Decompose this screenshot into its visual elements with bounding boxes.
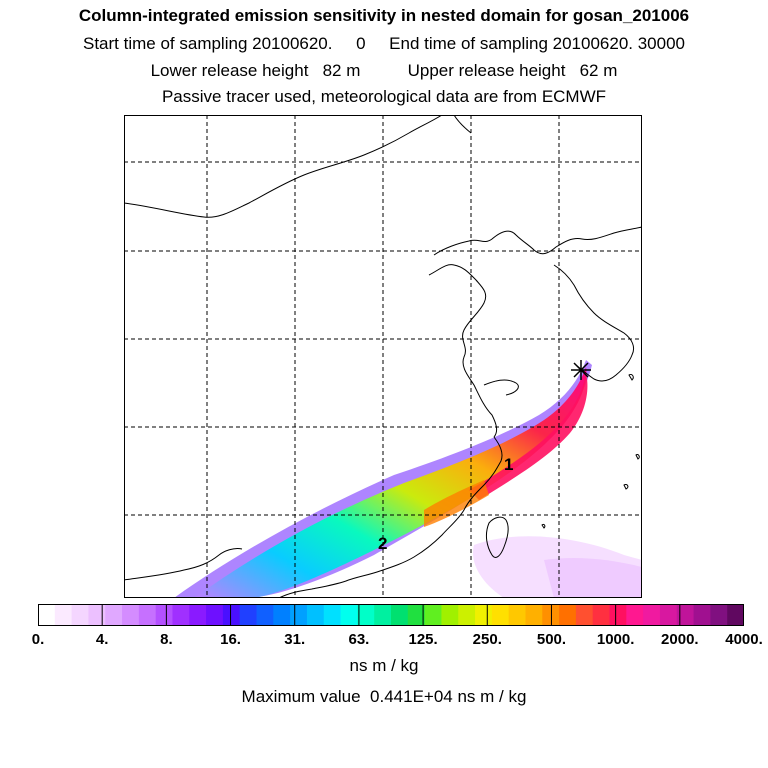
colorbar-swatch — [273, 604, 291, 626]
colorbar-swatch — [222, 604, 241, 626]
plume-outer — [174, 360, 592, 598]
colorbar-swatch — [340, 604, 358, 626]
colorbar-swatch — [491, 604, 510, 626]
colorbar-tick-label: 500. — [536, 631, 567, 648]
colorbar — [38, 604, 744, 626]
colorbar-swatch — [693, 604, 711, 626]
colorbar-swatch — [105, 604, 123, 626]
colorbar-swatch — [676, 604, 695, 626]
colorbar-units: ns m / kg — [349, 656, 419, 675]
grid-lines — [124, 115, 642, 598]
plume-label-2: 2 — [378, 534, 387, 553]
sensitivity-map: 1 2 — [124, 115, 642, 598]
colorbar-swatch — [306, 604, 325, 626]
colorbar-swatch — [710, 604, 728, 626]
colorbar-swatch — [290, 604, 308, 626]
colorbar-swatch — [122, 604, 140, 626]
colorbar-tick-label: 4. — [95, 631, 109, 648]
colorbar-swatch — [424, 604, 442, 626]
maximum-value-text: Maximum value 0.441E+04 ns m / kg — [241, 687, 527, 706]
colorbar-tick-label: 63. — [348, 631, 370, 648]
colorbar-swatch — [559, 604, 577, 626]
plume-body — [194, 367, 587, 598]
colorbar-swatch — [54, 604, 73, 626]
colorbar-swatch — [88, 604, 106, 626]
colorbar-swatch — [374, 604, 392, 626]
colorbar-swatch — [138, 604, 157, 626]
colorbar-swatch — [189, 604, 207, 626]
colorbar-swatch — [525, 604, 543, 626]
colorbar-tick-label: 250. — [472, 631, 502, 648]
colorbar-swatch — [609, 604, 627, 626]
release-height-line: Lower release height 82 m Upper release … — [150, 61, 618, 80]
colorbar-swatch — [206, 604, 224, 626]
colorbar-swatch — [643, 604, 661, 626]
colorbar-swatch — [542, 604, 560, 626]
colorbar-swatch — [391, 604, 409, 626]
colorbar-swatch — [256, 604, 274, 626]
colorbar-swatch — [458, 604, 476, 626]
colorbar-swatch — [323, 604, 342, 626]
colorbar-tick-label: 31. — [284, 631, 306, 648]
colorbar-tick-label: 0. — [31, 631, 45, 648]
colorbar-tick-label: 8. — [160, 631, 173, 648]
colorbar-swatch — [407, 604, 426, 626]
plume-label-1: 1 — [504, 455, 513, 474]
colorbar-swatch — [239, 604, 258, 626]
colorbar-swatch — [357, 604, 375, 626]
colorbar-swatch — [626, 604, 644, 626]
colorbar-tick-label: 125. — [408, 631, 438, 648]
tracer-info-line: Passive tracer used, meteorological data… — [161, 87, 607, 106]
colorbar-swatch — [38, 604, 56, 626]
colorbar-tick-label: 1000. — [596, 631, 635, 648]
colorbar-tick-label: 16. — [220, 631, 241, 648]
release-site-marker — [571, 360, 591, 380]
coastlines — [124, 115, 642, 598]
colorbar-swatch — [508, 604, 526, 626]
colorbar-swatch — [592, 604, 611, 626]
map-frame — [124, 115, 642, 598]
colorbar-tick-label: 4000. — [725, 631, 763, 648]
colorbar-swatch — [475, 604, 493, 626]
colorbar-swatch — [727, 604, 744, 626]
colorbar-swatch — [172, 604, 190, 626]
colorbar-swatch — [659, 604, 678, 626]
plot-title: Column-integrated emission sensitivity i… — [78, 6, 690, 25]
colorbar-tick-label: 2000. — [661, 631, 699, 648]
colorbar-swatch — [575, 604, 594, 626]
colorbar-swatch — [71, 604, 89, 626]
colorbar-frame — [38, 604, 744, 626]
colorbar-swatch — [155, 604, 173, 626]
sampling-time-line: Start time of sampling 20100620. 0 End t… — [83, 34, 685, 53]
sensitivity-patch-east — [544, 557, 642, 598]
colorbar-swatch — [441, 604, 459, 626]
